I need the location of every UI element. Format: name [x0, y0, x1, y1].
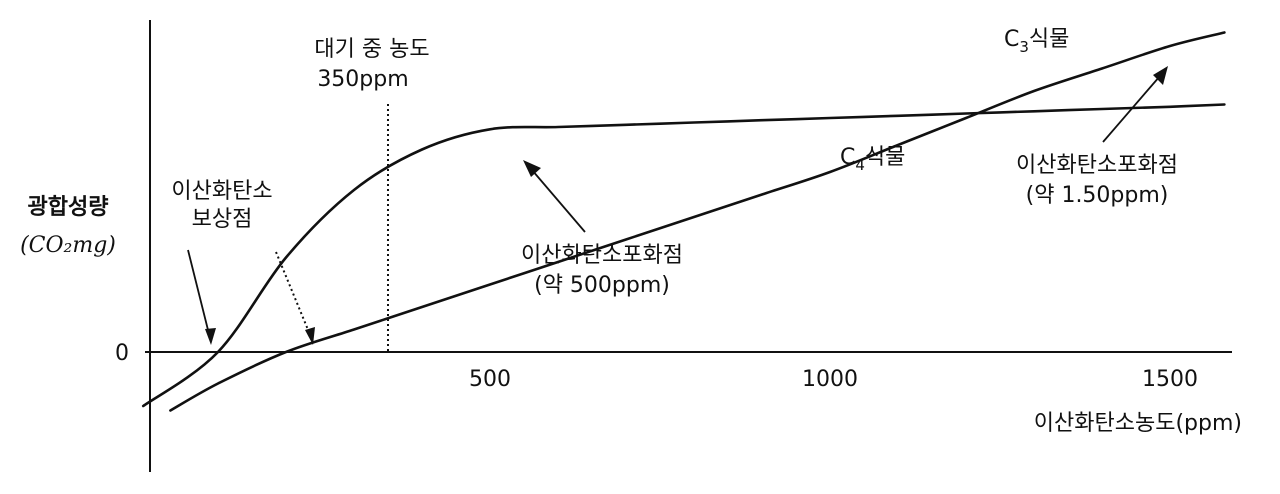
compensation-label-line1: 이산화탄소	[171, 179, 272, 204]
y-axis-label: 광합성량	[28, 194, 109, 220]
c4-saturation-arrow	[531, 169, 586, 233]
c3-saturation-label-line2: (약 1.50ppm)	[1026, 183, 1169, 208]
compensation-arrowhead-c4	[205, 328, 216, 345]
atmospheric-label-line2: 350ppm	[317, 67, 408, 92]
series-line-c3	[169, 31, 1226, 412]
x-tick-label-1500: 1500	[1142, 367, 1198, 392]
x-tick-label-500: 500	[469, 367, 511, 392]
c3-saturation-arrow	[1102, 75, 1161, 143]
compensation-arrowhead-c3	[305, 327, 315, 345]
c3-saturation-label-line1: 이산화탄소포화점	[1016, 153, 1178, 178]
c3-saturation-arrowhead	[1153, 66, 1168, 85]
c4-series-label: C4식물	[840, 145, 905, 174]
c4-saturation-arrowhead	[523, 160, 541, 177]
compensation-label-line2: 보상점	[192, 207, 253, 232]
x-axis-label: 이산화탄소농도(ppm)	[1034, 411, 1242, 436]
compensation-arrow-c3	[275, 251, 312, 338]
compensation-arrow-c4	[187, 249, 211, 339]
atmospheric-label-line1: 대기 중 농도	[314, 37, 429, 62]
y-axis-unit: (CO₂mg)	[20, 233, 116, 258]
series-line-c4	[141, 103, 1226, 408]
c3-series-label: C3식물	[1004, 27, 1069, 56]
c4-saturation-label-line2: (약 500ppm)	[534, 273, 670, 298]
x-tick-labels: 500 1000 1500	[469, 367, 1198, 392]
y-tick-label-0: 0	[115, 341, 129, 366]
x-tick-label-1000: 1000	[802, 367, 858, 392]
c4-saturation-label-line1: 이산화탄소포화점	[521, 243, 683, 268]
